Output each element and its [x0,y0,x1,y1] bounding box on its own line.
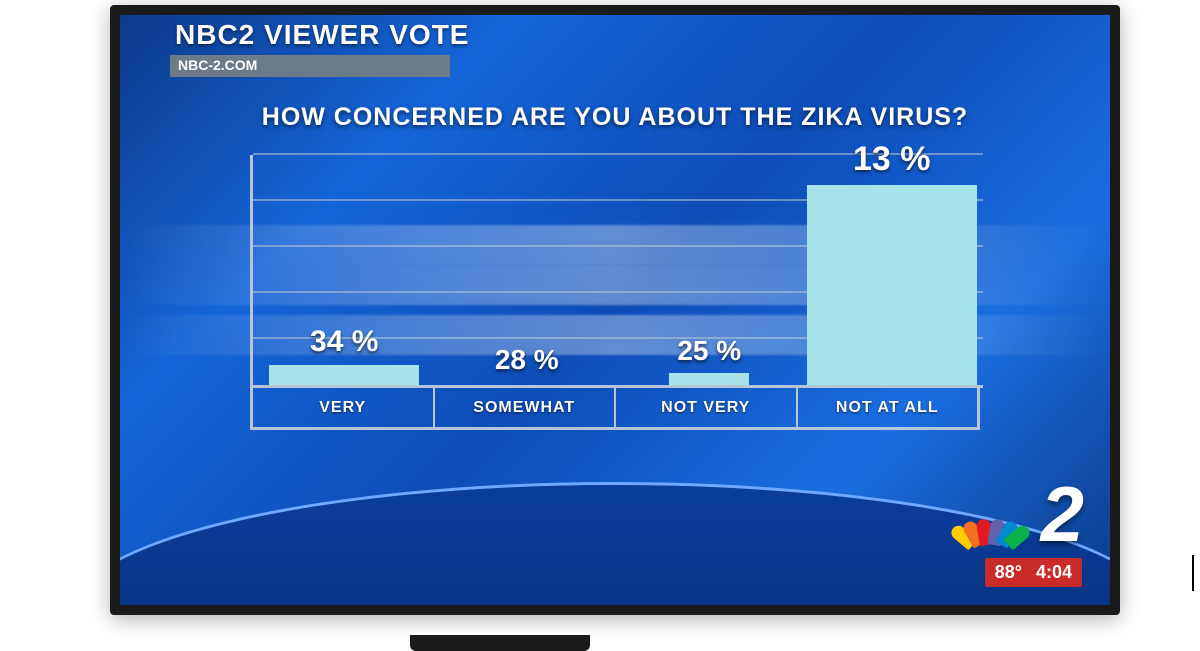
text-cursor [1192,555,1194,591]
bar-slot: 25 % [618,155,801,385]
bar-value-label: 13 % [801,140,984,179]
bar-slot: 28 % [436,155,619,385]
info-bar: 88° 4:04 [985,558,1082,587]
bar-value-label: 25 % [618,335,801,367]
channel-number: 2 [1041,469,1080,560]
bar-slot: 13 % [801,155,984,385]
bar [807,185,977,385]
time-readout: 4:04 [1036,562,1072,583]
chart-category-row: VERYSOMEWHATNOT VERYNOT AT ALL [250,388,980,430]
bar [269,365,419,385]
bar-chart: 34 %28 %25 %13 % VERYSOMEWHATNOT VERYNOT… [250,155,980,435]
category-label: VERY [253,388,435,427]
category-label: SOMEWHAT [435,388,617,427]
category-label: NOT AT ALL [798,388,978,427]
tv-screen: NBC2 VIEWER VOTE NBC-2.COM HOW CONCERNED… [120,15,1110,605]
header-title: NBC2 VIEWER VOTE [175,19,469,51]
station-logo: 2 [960,475,1080,555]
poll-question: HOW CONCERNED ARE YOU ABOUT THE ZIKA VIR… [120,103,1110,132]
header-subtitle-bar: NBC-2.COM [170,55,450,77]
nbc-peacock-icon [960,505,1016,545]
chart-plot-area: 34 %28 %25 %13 % [250,155,983,388]
tv-frame: NBC2 VIEWER VOTE NBC-2.COM HOW CONCERNED… [110,5,1120,615]
bar-value-label: 28 % [436,344,619,376]
bar-slot: 34 % [253,155,436,385]
temperature-readout: 88° [995,562,1022,583]
bar-value-label: 34 % [253,325,436,359]
tv-stand [410,635,590,651]
category-label: NOT VERY [616,388,798,427]
bar [669,373,749,385]
